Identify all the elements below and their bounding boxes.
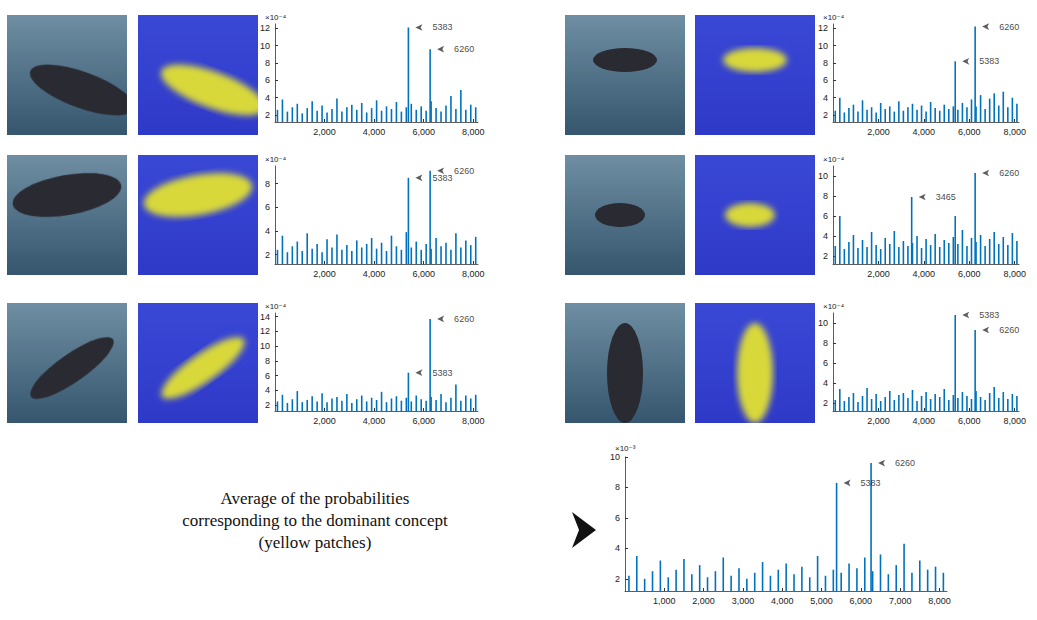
svg-text:5,000: 5,000	[810, 596, 833, 606]
svg-text:8: 8	[823, 191, 828, 201]
svg-text:3465: 3465	[936, 192, 956, 202]
svg-text:8,000: 8,000	[1003, 269, 1026, 279]
svg-text:6: 6	[615, 513, 620, 523]
svg-text:4,000: 4,000	[363, 416, 386, 426]
svg-text:6,000: 6,000	[412, 416, 435, 426]
svg-text:4,000: 4,000	[771, 596, 794, 606]
svg-text:7,000: 7,000	[889, 596, 912, 606]
svg-text:14: 14	[260, 312, 270, 322]
html-text:corresponding to the dominant: corresponding to the dominant concept	[182, 511, 448, 530]
svg-text:2,000: 2,000	[692, 596, 715, 606]
svg-text:4,000: 4,000	[913, 269, 936, 279]
svg-text:6260: 6260	[454, 44, 474, 54]
svg-text:6260: 6260	[454, 166, 474, 176]
svg-text:10: 10	[818, 318, 828, 328]
svg-text:×10⁻⁴: ×10⁻⁴	[265, 155, 287, 164]
svg-text:1,000: 1,000	[653, 596, 676, 606]
svg-text:8: 8	[615, 482, 620, 492]
svg-text:6: 6	[823, 211, 828, 221]
svg-text:8: 8	[265, 179, 270, 189]
svg-text:8,000: 8,000	[1003, 416, 1026, 426]
svg-text:10: 10	[260, 341, 270, 351]
svg-text:6,000: 6,000	[958, 416, 981, 426]
svg-text:10: 10	[818, 41, 828, 51]
svg-text:4: 4	[823, 378, 828, 388]
svg-text:4: 4	[265, 93, 270, 103]
svg-text:6260: 6260	[999, 22, 1019, 32]
svg-text:×10⁻⁴: ×10⁻⁴	[823, 13, 845, 22]
svg-text:2,000: 2,000	[867, 416, 890, 426]
svg-text:3,000: 3,000	[732, 596, 755, 606]
svg-text:8: 8	[823, 338, 828, 348]
html-text:(yellow patches): (yellow patches)	[258, 533, 372, 552]
svg-text:6260: 6260	[895, 458, 915, 468]
svg-text:6,000: 6,000	[958, 269, 981, 279]
svg-text:6: 6	[265, 75, 270, 85]
svg-text:6260: 6260	[454, 314, 474, 324]
svg-text:8,000: 8,000	[928, 596, 951, 606]
svg-text:8,000: 8,000	[462, 269, 485, 279]
svg-text:8,000: 8,000	[462, 127, 485, 137]
svg-text:5383: 5383	[979, 56, 999, 66]
svg-text:10: 10	[818, 171, 828, 181]
svg-text:8: 8	[265, 58, 270, 68]
svg-text:2,000: 2,000	[313, 127, 336, 137]
svg-text:6,000: 6,000	[850, 596, 873, 606]
svg-text:6260: 6260	[999, 168, 1019, 178]
svg-text:2,000: 2,000	[313, 269, 336, 279]
svg-text:2,000: 2,000	[313, 416, 336, 426]
svg-text:12: 12	[818, 23, 828, 33]
svg-text:×10⁻⁴: ×10⁻⁴	[823, 155, 845, 164]
svg-text:5383: 5383	[432, 22, 452, 32]
svg-text:12: 12	[260, 23, 270, 33]
svg-text:4: 4	[265, 226, 270, 236]
svg-text:4,000: 4,000	[913, 416, 936, 426]
svg-text:5383: 5383	[432, 368, 452, 378]
svg-text:6: 6	[265, 371, 270, 381]
svg-text:4,000: 4,000	[363, 127, 386, 137]
html-text:Average of the probabilities: Average of the probabilities	[220, 489, 410, 508]
svg-text:6,000: 6,000	[412, 269, 435, 279]
svg-text:×10⁻³: ×10⁻³	[615, 444, 636, 454]
svg-text:5383: 5383	[979, 310, 999, 320]
svg-text:5383: 5383	[432, 173, 452, 183]
svg-text:2: 2	[823, 251, 828, 261]
svg-text:×10⁻⁴: ×10⁻⁴	[265, 302, 287, 311]
svg-text:×10⁻⁴: ×10⁻⁴	[265, 13, 287, 22]
svg-text:10: 10	[610, 452, 620, 462]
svg-text:4: 4	[823, 93, 828, 103]
svg-text:8: 8	[265, 356, 270, 366]
svg-text:2,000: 2,000	[867, 127, 890, 137]
svg-text:2: 2	[823, 398, 828, 408]
svg-text:8,000: 8,000	[1003, 127, 1026, 137]
svg-text:6,000: 6,000	[412, 127, 435, 137]
svg-text:2: 2	[265, 110, 270, 120]
svg-text:8: 8	[823, 58, 828, 68]
svg-text:6: 6	[265, 202, 270, 212]
svg-text:4: 4	[615, 543, 620, 553]
svg-text:6: 6	[823, 75, 828, 85]
svg-text:6260: 6260	[999, 325, 1019, 335]
svg-text:4: 4	[823, 231, 828, 241]
svg-text:10: 10	[260, 41, 270, 51]
svg-text:6,000: 6,000	[958, 127, 981, 137]
svg-text:2: 2	[823, 110, 828, 120]
svg-text:5383: 5383	[861, 478, 881, 488]
svg-text:8,000: 8,000	[462, 416, 485, 426]
svg-text:4,000: 4,000	[913, 127, 936, 137]
svg-text:4: 4	[265, 385, 270, 395]
svg-text:2,000: 2,000	[867, 269, 890, 279]
svg-text:×10⁻⁴: ×10⁻⁴	[823, 302, 845, 311]
svg-text:2: 2	[615, 574, 620, 584]
svg-text:6: 6	[823, 358, 828, 368]
svg-text:2: 2	[265, 250, 270, 260]
svg-text:4,000: 4,000	[363, 269, 386, 279]
svg-text:12: 12	[260, 326, 270, 336]
svg-text:2: 2	[265, 400, 270, 410]
